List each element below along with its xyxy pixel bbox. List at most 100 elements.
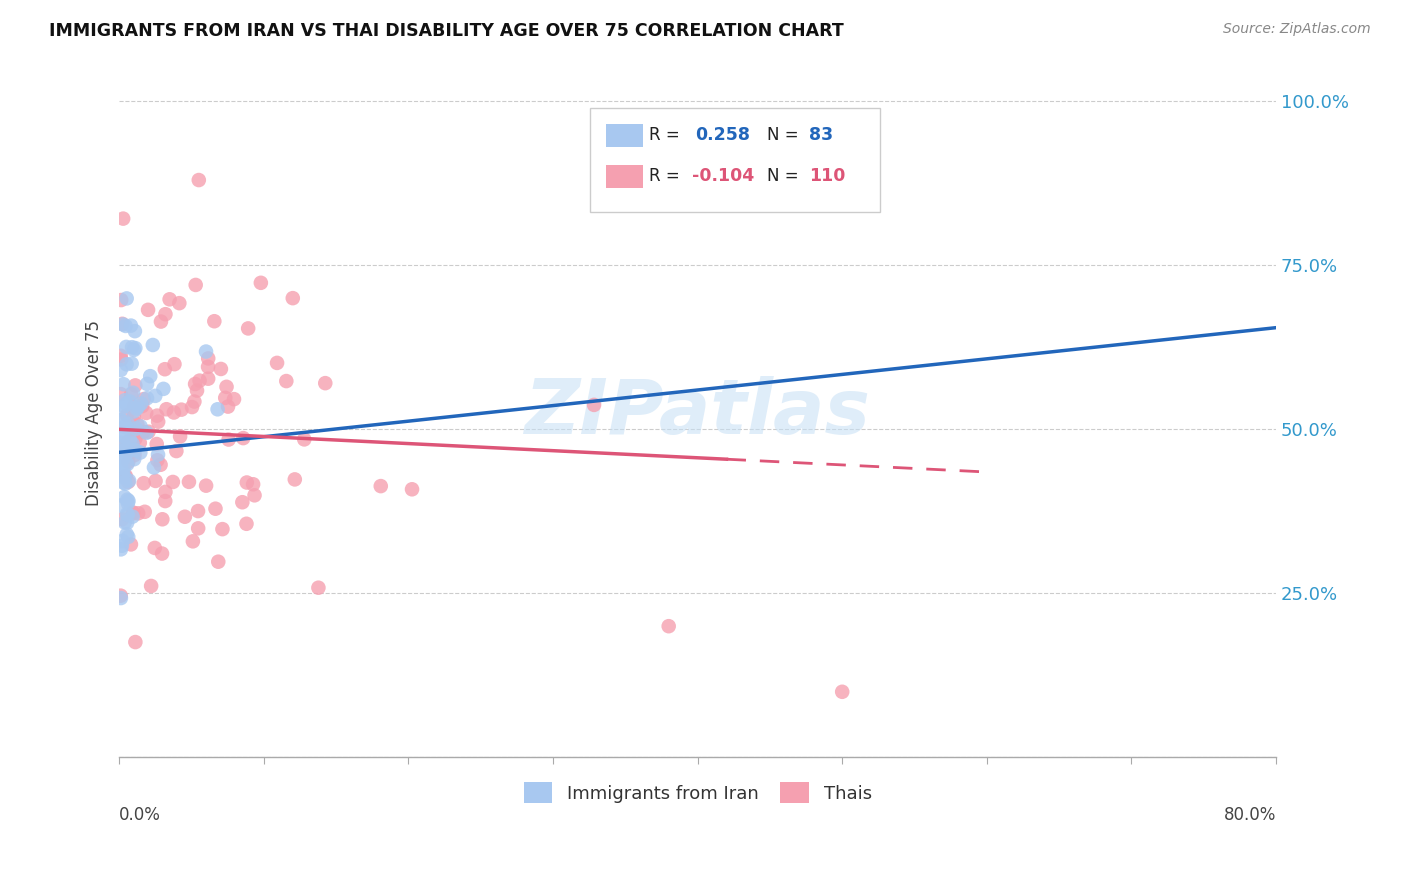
Point: [150, 547, 173, 561]
Point: [112, 461, 135, 475]
Point: [114, 442, 136, 457]
Point: [132, 392, 155, 406]
Point: [111, 444, 134, 458]
Point: [112, 467, 135, 481]
Point: [117, 455, 139, 469]
Point: [114, 476, 136, 491]
Text: IMMIGRANTS FROM IRAN VS THAI DISABILITY AGE OVER 75 CORRELATION CHART: IMMIGRANTS FROM IRAN VS THAI DISABILITY …: [49, 22, 844, 40]
Point: [222, 392, 245, 406]
Point: [243, 488, 266, 502]
Point: [121, 433, 143, 447]
Point: [112, 490, 135, 504]
Point: [181, 534, 204, 549]
Point: [112, 414, 135, 428]
Point: [110, 589, 132, 603]
FancyBboxPatch shape: [606, 124, 644, 147]
Point: [155, 494, 177, 508]
Point: [129, 445, 152, 459]
Point: [284, 472, 307, 486]
Point: [115, 408, 138, 422]
Text: N =: N =: [768, 126, 799, 144]
Point: [122, 404, 145, 418]
Point: [307, 581, 329, 595]
Point: [197, 359, 219, 374]
Point: [142, 460, 165, 475]
Point: [195, 344, 218, 359]
Point: [117, 492, 139, 507]
Point: [149, 458, 172, 472]
Point: [370, 479, 392, 493]
Point: [125, 422, 148, 436]
Point: [155, 484, 177, 499]
Point: [186, 384, 208, 398]
Point: [135, 406, 157, 420]
Point: [110, 435, 132, 450]
Point: [110, 387, 132, 401]
Point: [231, 495, 253, 509]
Point: [142, 338, 165, 352]
Point: [207, 555, 229, 569]
Point: [184, 376, 207, 391]
Point: [152, 382, 174, 396]
Point: [143, 541, 166, 555]
Point: [110, 542, 132, 557]
Point: [150, 512, 173, 526]
Point: [110, 453, 132, 467]
Point: [218, 433, 240, 447]
Point: [124, 341, 146, 355]
Point: [115, 340, 138, 354]
Point: [195, 478, 218, 492]
Point: [122, 343, 145, 357]
Point: [187, 521, 209, 535]
Point: [112, 399, 135, 413]
Point: [115, 292, 138, 306]
Point: [181, 400, 204, 414]
Point: [163, 357, 186, 371]
Point: [155, 402, 177, 417]
Point: [173, 509, 195, 524]
Point: [112, 377, 135, 392]
Point: [115, 397, 138, 411]
Point: [114, 471, 136, 485]
Point: [112, 475, 135, 490]
Text: 83: 83: [808, 126, 832, 144]
Text: 0.0%: 0.0%: [120, 805, 162, 823]
Point: [187, 504, 209, 518]
Point: [127, 400, 149, 414]
Point: [583, 398, 606, 412]
Point: [134, 505, 156, 519]
Point: [117, 434, 139, 449]
Text: Source: ZipAtlas.com: Source: ZipAtlas.com: [1223, 22, 1371, 37]
Point: [170, 402, 193, 417]
Point: [232, 431, 254, 445]
Point: [111, 318, 134, 332]
Point: [122, 506, 145, 520]
Point: [281, 291, 304, 305]
Point: [169, 429, 191, 443]
Point: [124, 432, 146, 446]
Point: [117, 530, 139, 544]
Legend: Immigrants from Iran, Thais: Immigrants from Iran, Thais: [516, 775, 879, 810]
Point: [110, 352, 132, 367]
Point: [110, 591, 132, 605]
Point: [118, 474, 141, 488]
Point: [146, 448, 169, 462]
Point: [115, 527, 138, 541]
Point: [124, 448, 146, 462]
Text: R =: R =: [650, 126, 679, 144]
Point: [111, 428, 134, 442]
Text: ZIPatlas: ZIPatlas: [524, 376, 870, 450]
Point: [162, 475, 184, 489]
Point: [202, 314, 225, 328]
Point: [831, 685, 853, 699]
Point: [110, 454, 132, 468]
Point: [127, 506, 149, 520]
Point: [110, 450, 132, 465]
Point: [235, 516, 257, 531]
Point: [122, 400, 145, 414]
Point: [124, 324, 146, 338]
Point: [117, 496, 139, 510]
Point: [128, 435, 150, 450]
Point: [122, 409, 145, 424]
Point: [129, 419, 152, 434]
